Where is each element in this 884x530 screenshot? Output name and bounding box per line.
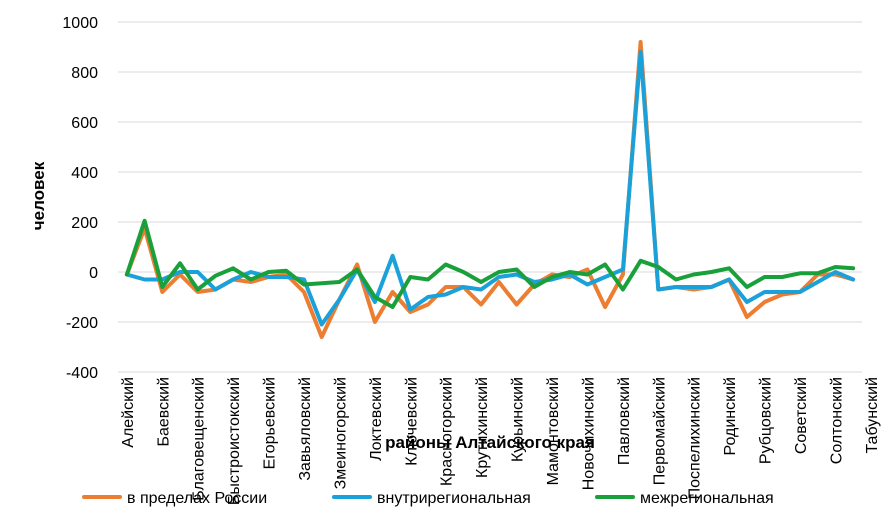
x-tick-label: Алейский — [120, 377, 137, 448]
x-axis-title: районы Алтайского края — [385, 433, 595, 452]
x-tick-label: Рубцовский — [758, 377, 775, 464]
x-tick-label: Родинский — [722, 377, 739, 456]
x-tick-label: Змеиногорский — [332, 377, 349, 489]
x-tick-label: Егорьевский — [262, 377, 279, 469]
gridlines — [118, 21, 862, 373]
series-line-3 — [124, 218, 856, 309]
x-tick-label: Солтонский — [828, 377, 845, 464]
x-tick-label: Павловский — [616, 377, 633, 465]
x-tick-label: Крутихинский — [474, 377, 491, 478]
y-tick-label: 200 — [71, 215, 98, 232]
y-axis-title: человек — [29, 161, 48, 230]
x-tick-label: Первомайский — [651, 377, 668, 485]
legend-label: в пределах России — [127, 490, 267, 507]
y-tick-label: 1000 — [62, 15, 98, 32]
y-tick-label: 800 — [71, 65, 98, 82]
y-tick-label: -200 — [66, 315, 98, 332]
y-tick-label: 400 — [71, 165, 98, 182]
series-line-2 — [124, 50, 856, 327]
y-tick-label: 600 — [71, 115, 98, 132]
x-axis-ticks: Алейский Баевский Благовещенский Быстроисто… — [120, 377, 881, 505]
x-tick-label: Быстроистокский — [226, 377, 243, 505]
y-tick-label: 0 — [89, 265, 98, 282]
x-tick-label: Советский — [793, 377, 810, 454]
y-axis-ticks: -400 -200 0 200 400 600 800 1000 — [62, 15, 98, 382]
x-tick-label: Благовещенский — [191, 377, 208, 501]
x-tick-label: Красногорский — [439, 377, 456, 486]
y-tick-label: -400 — [66, 365, 98, 382]
legend: в пределах России внутрирегиональная межре… — [82, 490, 774, 507]
x-tick-label: Поспелихинский — [687, 377, 704, 499]
x-tick-label: Мамонтовский — [545, 377, 562, 485]
legend-label: межрегиональная — [640, 490, 774, 507]
x-tick-label: Курьинский — [510, 377, 527, 462]
x-tick-label: Новочихинский — [580, 377, 597, 490]
x-tick-label: Баевский — [155, 377, 172, 447]
series-lines — [124, 40, 856, 339]
x-tick-label: Ключевский — [403, 377, 420, 466]
legend-label: внутрирегиональная — [377, 490, 531, 507]
series-line-1 — [124, 40, 856, 339]
x-tick-label: Табунский — [864, 377, 881, 453]
x-tick-label: Локтевский — [368, 377, 385, 461]
x-tick-label: Завьяловский — [297, 377, 314, 481]
